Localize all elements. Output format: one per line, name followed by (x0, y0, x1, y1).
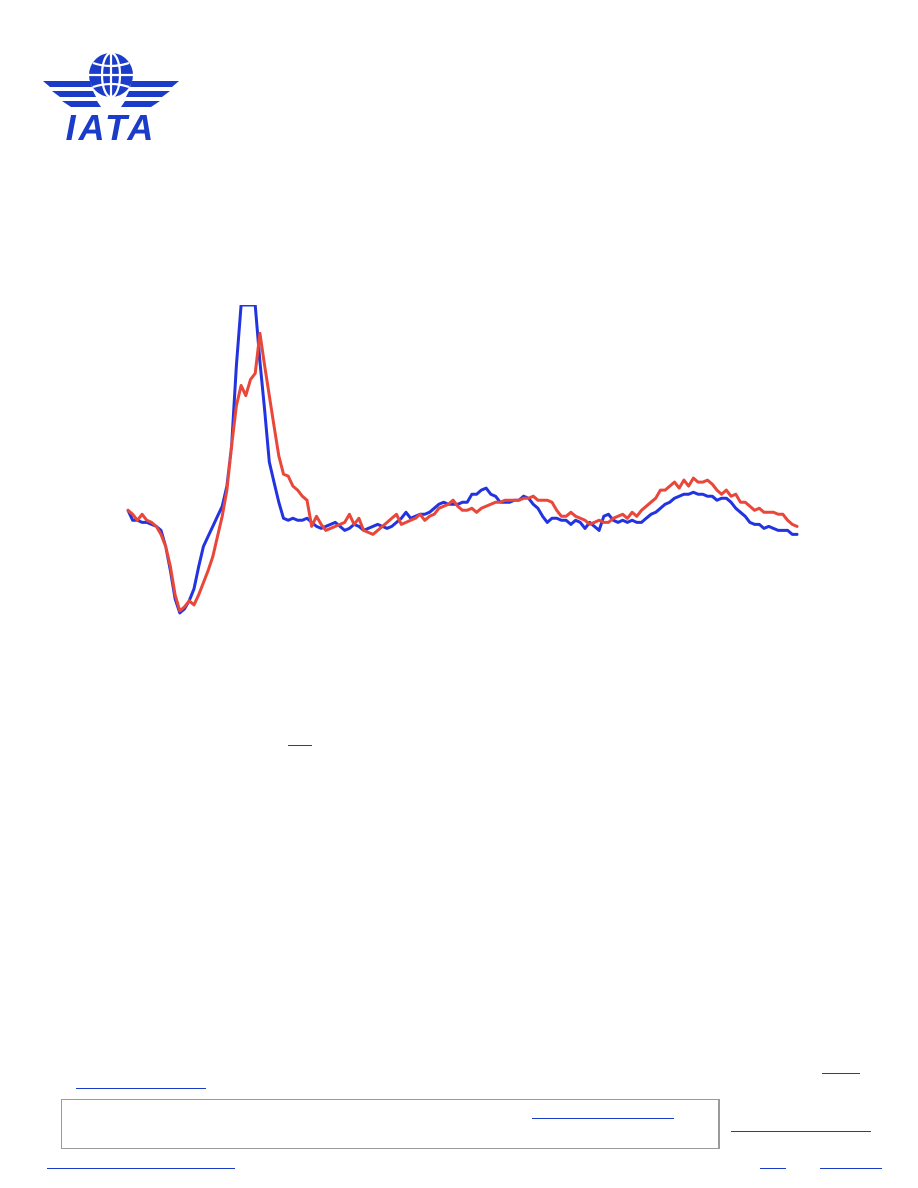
reference-link-underline-1[interactable] (822, 1073, 860, 1074)
series-line-1 (126, 305, 799, 615)
globe-icon (89, 51, 133, 99)
notice-box (61, 1099, 719, 1149)
notice-box-divider (719, 1099, 720, 1149)
footer-link-underline-right[interactable] (820, 1168, 882, 1169)
logo-text: IATA (66, 107, 157, 145)
wings-icon (43, 81, 179, 107)
footnote-link-underline[interactable] (288, 745, 312, 746)
footer-link-underline-left[interactable] (47, 1168, 235, 1169)
reference-link-underline-2[interactable] (76, 1088, 206, 1089)
series-line-2 (126, 331, 799, 613)
box-link-underline[interactable] (532, 1118, 674, 1119)
side-link-underline[interactable] (731, 1131, 871, 1132)
iata-logo: IATA (43, 51, 179, 145)
footer-link-underline-mid[interactable] (760, 1168, 786, 1169)
